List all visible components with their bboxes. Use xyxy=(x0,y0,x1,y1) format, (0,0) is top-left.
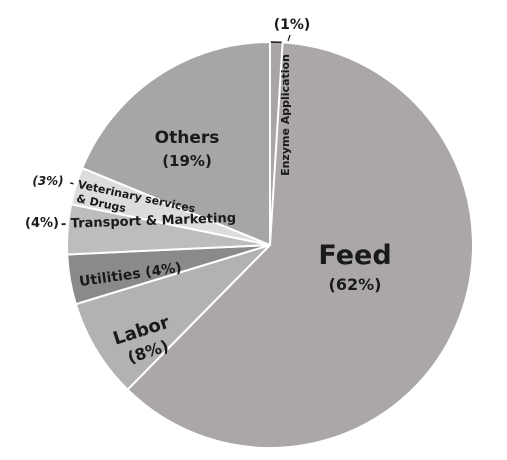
pie-slice-others xyxy=(81,41,271,246)
feed-percent-label: (62%) xyxy=(329,275,382,294)
pie-slices xyxy=(65,41,474,449)
veterinary-percent-label: (3%) xyxy=(32,174,63,188)
feed-name-label: Feed xyxy=(318,240,391,271)
pie-slice-feed xyxy=(126,41,474,449)
transport-name-label: - Transport & Marketing xyxy=(61,211,237,232)
enzyme-name-label: Enzyme Application xyxy=(279,54,292,176)
transport-percent-label: (4%) xyxy=(25,216,59,231)
enzyme-percent-label: (1%) xyxy=(274,17,311,33)
pie-slice-labor xyxy=(74,244,271,391)
others-name-label: Others xyxy=(155,128,220,148)
enzyme-leader-line xyxy=(287,34,291,42)
others-percent-label: (19%) xyxy=(162,152,212,170)
